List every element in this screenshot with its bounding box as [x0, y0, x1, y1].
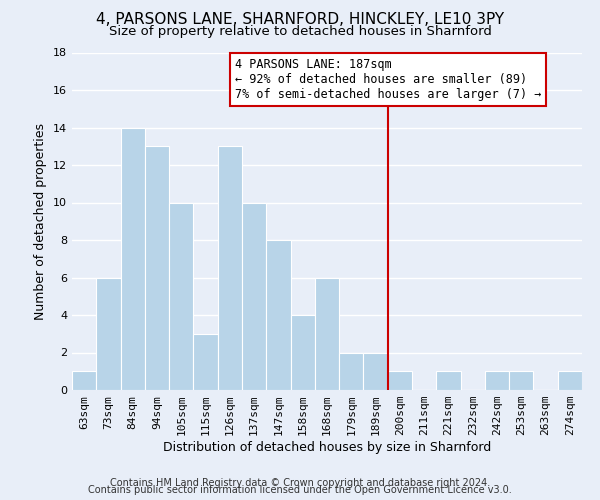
Text: Contains public sector information licensed under the Open Government Licence v3: Contains public sector information licen…: [88, 485, 512, 495]
Text: Contains HM Land Registry data © Crown copyright and database right 2024.: Contains HM Land Registry data © Crown c…: [110, 478, 490, 488]
Bar: [121, 128, 145, 390]
Text: Size of property relative to detached houses in Sharnford: Size of property relative to detached ho…: [109, 25, 491, 38]
Bar: [193, 334, 218, 390]
Bar: [266, 240, 290, 390]
Bar: [339, 352, 364, 390]
Bar: [436, 371, 461, 390]
Bar: [169, 202, 193, 390]
Bar: [485, 371, 509, 390]
Text: 4 PARSONS LANE: 187sqm
← 92% of detached houses are smaller (89)
7% of semi-deta: 4 PARSONS LANE: 187sqm ← 92% of detached…: [235, 58, 541, 101]
Y-axis label: Number of detached properties: Number of detached properties: [34, 122, 47, 320]
Bar: [315, 278, 339, 390]
Bar: [509, 371, 533, 390]
Bar: [72, 371, 96, 390]
Bar: [388, 371, 412, 390]
Bar: [364, 352, 388, 390]
Bar: [96, 278, 121, 390]
Text: 4, PARSONS LANE, SHARNFORD, HINCKLEY, LE10 3PY: 4, PARSONS LANE, SHARNFORD, HINCKLEY, LE…: [96, 12, 504, 28]
Bar: [290, 315, 315, 390]
Bar: [145, 146, 169, 390]
Bar: [558, 371, 582, 390]
Bar: [242, 202, 266, 390]
X-axis label: Distribution of detached houses by size in Sharnford: Distribution of detached houses by size …: [163, 441, 491, 454]
Bar: [218, 146, 242, 390]
